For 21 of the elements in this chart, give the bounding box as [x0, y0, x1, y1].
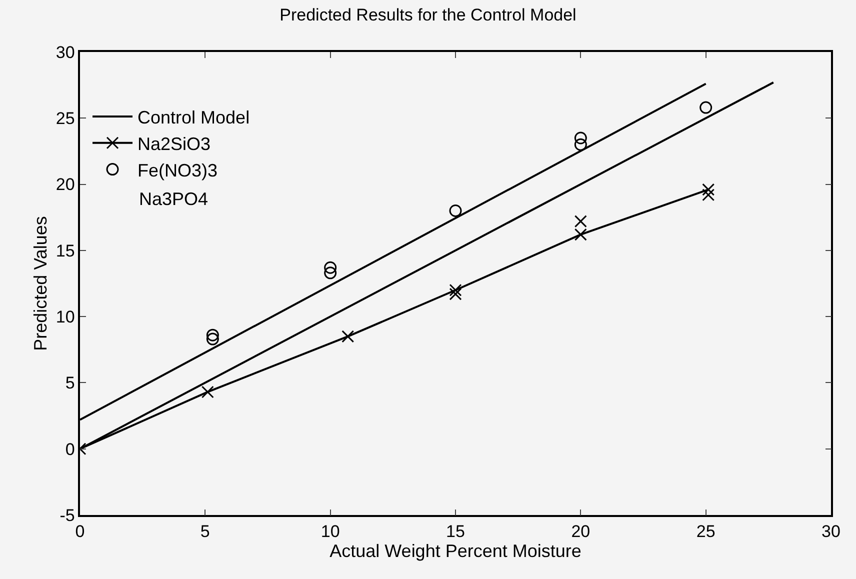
y-tick-label: 5 [65, 374, 75, 393]
x-tick-label: 25 [696, 522, 716, 542]
y-tick-label: 0 [65, 440, 75, 459]
x-tick-label: 15 [446, 522, 465, 542]
y-tick-label: 25 [56, 109, 75, 128]
x-tick-label: 10 [320, 522, 340, 542]
annotation: Na3PO4 [139, 189, 208, 209]
y-tick-label: -5 [60, 506, 75, 525]
y-tick-label: 20 [56, 175, 75, 194]
x-tick-label: 20 [571, 522, 590, 542]
y-tick-label: 15 [56, 241, 75, 260]
x-tick-label: 5 [200, 522, 210, 542]
x-tick-label: 30 [822, 522, 840, 542]
y-tick-label: 10 [56, 308, 75, 327]
chart-title: Predicted Results for the Control Model [280, 6, 576, 25]
y-axis-title: Predicted Values [30, 216, 51, 351]
y-tick-label: 30 [56, 42, 75, 62]
legend-label: Na2SiO3 [138, 134, 211, 154]
legend-label: Control Model [138, 108, 250, 128]
legend-label: Fe(NO3)3 [138, 160, 218, 180]
x-axis-title: Actual Weight Percent Moisture [330, 541, 582, 562]
